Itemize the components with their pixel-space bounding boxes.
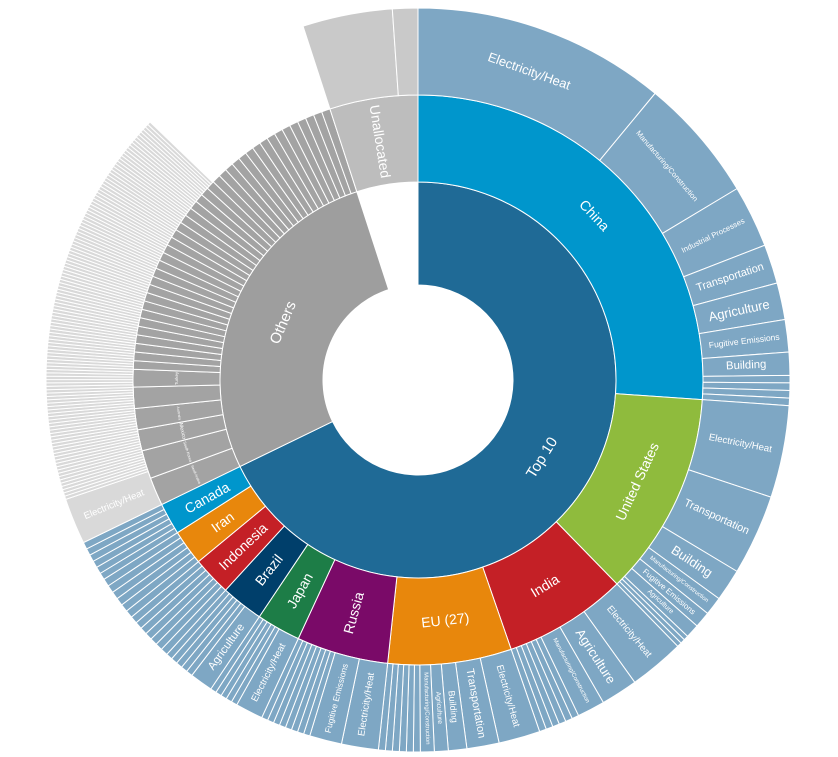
- outer-segment-others-119: [146, 121, 214, 185]
- outer-segment-china-0: [702, 374, 791, 384]
- outer-segment-unallocated-unlabeled: [391, 7, 419, 97]
- middle-label-mexico: Mexico: [177, 422, 186, 440]
- middle-label-saudi-arabia: Saudi Arabia: [190, 465, 201, 485]
- outer-segment-unallocated-unlabeled: [302, 8, 399, 110]
- middle-label-eu-27: EU (27): [420, 609, 470, 630]
- middle-ring: [132, 94, 704, 666]
- middle-label-turkey: Turkey: [174, 371, 179, 385]
- outer-label-eu-27-building: Building: [446, 690, 459, 723]
- outer-ring: [45, 7, 791, 753]
- outer-label-eu-27-agriculture: Agriculture: [434, 691, 443, 724]
- outer-label-china-building: Building: [726, 359, 767, 373]
- middle-label-australia: Australia: [176, 406, 182, 420]
- outer-label-eu-27-manufacturing-construction: Manufacturing/Construction: [422, 672, 430, 744]
- inner-ring: [219, 181, 617, 579]
- middle-label-south-korea: South Korea: [182, 441, 192, 463]
